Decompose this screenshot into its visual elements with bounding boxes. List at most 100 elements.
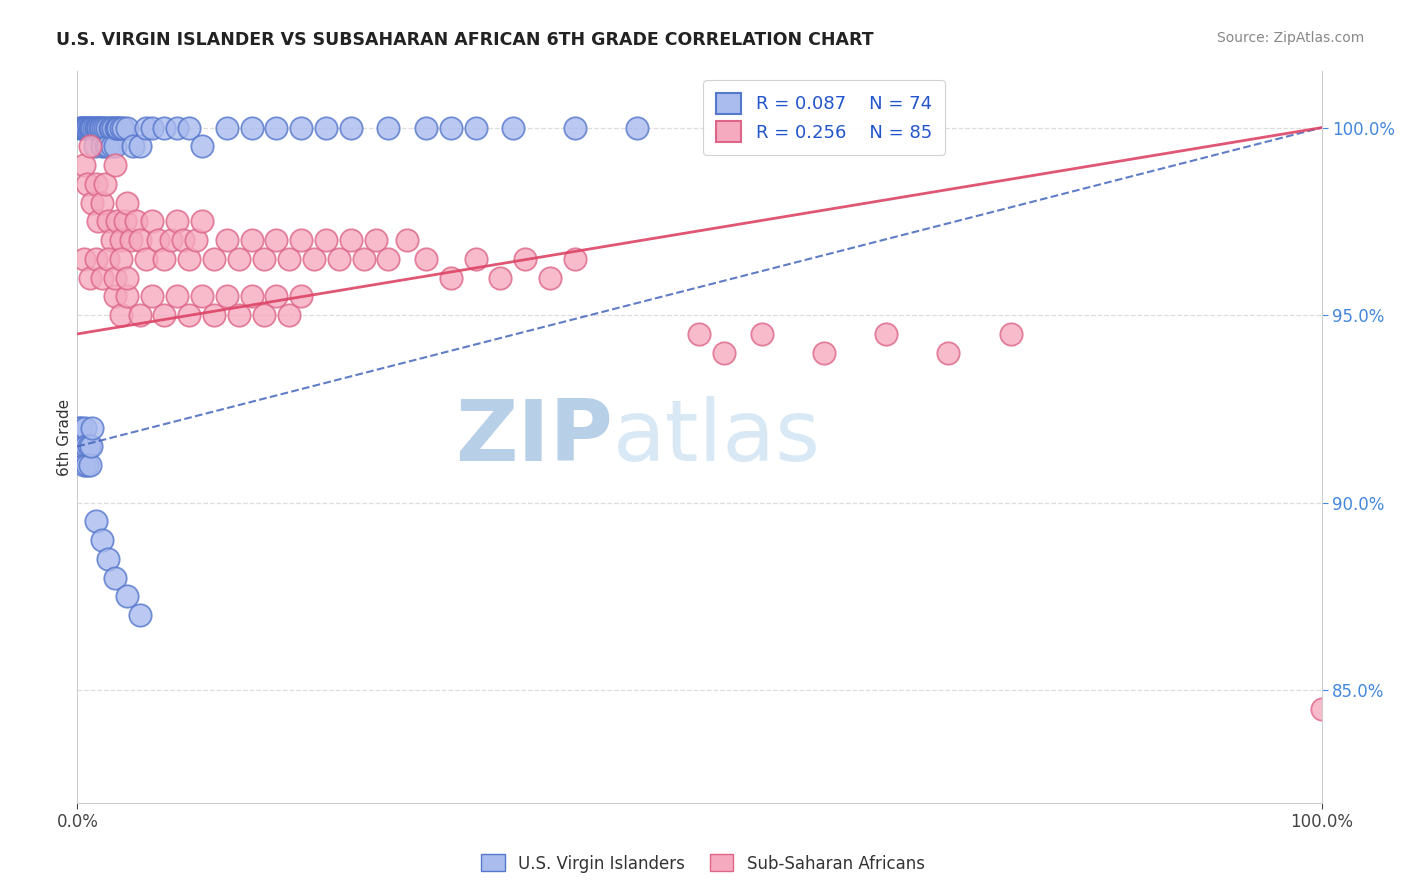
Text: Source: ZipAtlas.com: Source: ZipAtlas.com xyxy=(1216,31,1364,45)
Point xyxy=(128,608,150,623)
Point xyxy=(112,120,135,135)
Point xyxy=(76,120,98,135)
Point xyxy=(93,120,115,135)
Point xyxy=(73,120,96,135)
Point xyxy=(377,120,399,135)
Point xyxy=(110,120,132,135)
Point xyxy=(215,233,238,247)
Point xyxy=(938,345,960,359)
Point xyxy=(104,289,127,303)
Text: atlas: atlas xyxy=(613,395,820,479)
Point xyxy=(75,440,97,454)
Point xyxy=(103,120,125,135)
Point xyxy=(73,420,96,434)
Point xyxy=(240,233,263,247)
Point xyxy=(77,440,100,454)
Point xyxy=(98,120,121,135)
Point xyxy=(179,308,201,322)
Point xyxy=(128,308,150,322)
Point xyxy=(115,120,138,135)
Point xyxy=(240,289,263,303)
Point xyxy=(72,158,94,172)
Point xyxy=(215,120,238,135)
Point xyxy=(75,120,97,135)
Point xyxy=(84,120,107,135)
Point xyxy=(228,252,250,266)
Point xyxy=(93,177,115,191)
Point xyxy=(184,233,207,247)
Point xyxy=(87,120,110,135)
Point xyxy=(82,420,104,434)
Point xyxy=(91,270,114,285)
Point xyxy=(689,326,711,341)
Point xyxy=(115,195,138,210)
Point xyxy=(626,120,648,135)
Point xyxy=(72,458,94,473)
Text: U.S. VIRGIN ISLANDER VS SUBSAHARAN AFRICAN 6TH GRADE CORRELATION CHART: U.S. VIRGIN ISLANDER VS SUBSAHARAN AFRIC… xyxy=(56,31,875,49)
Point xyxy=(70,120,93,135)
Point xyxy=(70,420,93,434)
Point xyxy=(1310,702,1333,716)
Point xyxy=(266,233,288,247)
Point xyxy=(76,458,98,473)
Point xyxy=(83,139,105,153)
Point xyxy=(564,120,586,135)
Point xyxy=(115,590,138,604)
Point xyxy=(515,252,537,266)
Point xyxy=(79,139,101,153)
Point xyxy=(105,214,128,228)
Legend: R = 0.087    N = 74, R = 0.256    N = 85: R = 0.087 N = 74, R = 0.256 N = 85 xyxy=(703,80,945,154)
Point xyxy=(76,177,98,191)
Point xyxy=(101,233,124,247)
Point xyxy=(72,440,94,454)
Point xyxy=(202,308,225,322)
Point xyxy=(115,270,138,285)
Point xyxy=(110,233,132,247)
Point xyxy=(172,233,194,247)
Point xyxy=(564,252,586,266)
Point xyxy=(67,420,90,434)
Point xyxy=(69,440,91,454)
Point xyxy=(79,120,101,135)
Text: ZIP: ZIP xyxy=(454,395,613,479)
Point xyxy=(105,120,128,135)
Point xyxy=(440,270,463,285)
Point xyxy=(228,308,250,322)
Point xyxy=(128,233,150,247)
Point xyxy=(464,120,486,135)
Point xyxy=(114,214,136,228)
Point xyxy=(122,139,145,153)
Point xyxy=(115,289,138,303)
Point xyxy=(101,139,124,153)
Point xyxy=(290,120,312,135)
Point xyxy=(502,120,524,135)
Point xyxy=(79,458,101,473)
Point xyxy=(72,120,94,135)
Point xyxy=(464,252,486,266)
Point xyxy=(875,326,897,341)
Point xyxy=(110,252,132,266)
Point xyxy=(100,120,122,135)
Point xyxy=(72,120,94,135)
Point xyxy=(415,252,437,266)
Point xyxy=(141,120,163,135)
Point xyxy=(97,139,120,153)
Point xyxy=(179,252,201,266)
Point xyxy=(191,139,214,153)
Point xyxy=(93,120,115,135)
Point xyxy=(290,289,312,303)
Point xyxy=(125,214,148,228)
Point xyxy=(97,214,120,228)
Point xyxy=(148,233,170,247)
Point xyxy=(290,233,312,247)
Point xyxy=(86,120,108,135)
Point xyxy=(77,120,100,135)
Point xyxy=(266,289,288,303)
Point xyxy=(97,252,120,266)
Point xyxy=(166,289,188,303)
Point xyxy=(153,120,176,135)
Point xyxy=(813,345,835,359)
Point xyxy=(135,120,157,135)
Point xyxy=(107,120,129,135)
Point xyxy=(396,233,419,247)
